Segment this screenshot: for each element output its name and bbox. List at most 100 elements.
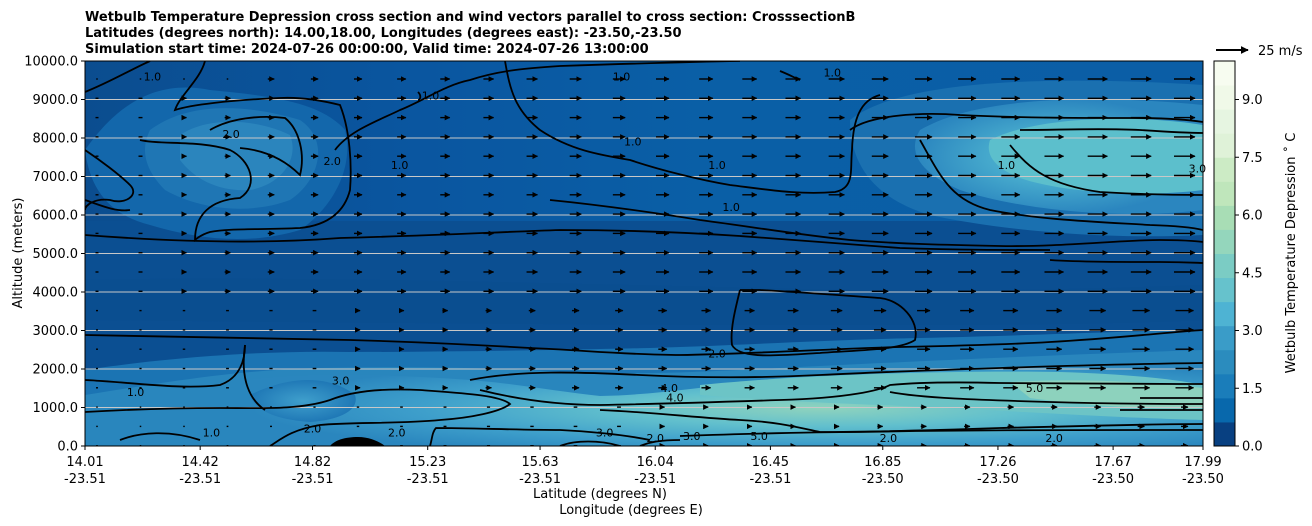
contour-label: 5.0 xyxy=(750,430,768,443)
y-tick-label: 6000.0 xyxy=(33,209,79,224)
contour-label: 1.0 xyxy=(613,70,631,83)
x-tick-label-lon: -23.51 xyxy=(634,472,676,487)
contour-labels: 1.0 1.0 1.0 1.0 2.0 2.0 1.0 1.0 1.0 1.0 3.0 1.0 2.0 3… xyxy=(127,66,1206,445)
contour-label: 1.0 xyxy=(998,159,1016,172)
y-tick-label: 3000.0 xyxy=(33,324,79,339)
x-tick-label-lat: 16.04 xyxy=(637,455,674,470)
x-tick-label-lon: -23.51 xyxy=(179,472,221,487)
contour-label: 2.0 xyxy=(646,432,664,445)
colorbar-swatch xyxy=(1214,133,1235,158)
contour-lines xyxy=(85,61,1203,446)
x-axis-ticks: 14.01 -23.51 14.42 -23.51 14.82 -23.51 15.23 -2… xyxy=(64,446,1224,487)
contour-label: 2.0 xyxy=(388,426,406,439)
quiver-key-label: 25 m/s xyxy=(1258,44,1303,59)
colorbar-frame xyxy=(1213,60,1236,447)
x-tick-label-lat: 14.82 xyxy=(294,455,331,470)
y-tick-label: 5000.0 xyxy=(33,247,79,262)
colorbar-tick-label: 1.5 xyxy=(1242,382,1263,397)
contour-label: 1.0 xyxy=(722,201,740,214)
contour-label: 4.0 xyxy=(666,392,684,405)
y-tick-label: 1000.0 xyxy=(33,401,79,416)
y-tick-label: 0.0 xyxy=(57,440,78,455)
x-tick-label-lat: 15.63 xyxy=(521,455,558,470)
colorbar-swatch xyxy=(1214,373,1235,399)
contour-label: 2.0 xyxy=(708,347,726,360)
colorbar-tick-label: 7.5 xyxy=(1242,151,1263,166)
x-tick-label-lon: -23.51 xyxy=(292,472,334,487)
contour-label: 1.0 xyxy=(391,159,409,172)
x-tick-label-lat: 14.01 xyxy=(66,455,103,470)
y-tick-label: 8000.0 xyxy=(33,132,79,147)
x-tick-label-lon: -23.51 xyxy=(519,472,561,487)
contour-label: 2.0 xyxy=(1045,432,1063,445)
contour-label: 3.0 xyxy=(596,426,614,439)
x-tick-label-lat: 16.85 xyxy=(864,455,901,470)
title-line-3: Simulation start time: 2024-07-26 00:00:… xyxy=(85,42,649,57)
contour-label: 3.0 xyxy=(683,430,701,443)
colorbar-tick-label: 9.0 xyxy=(1242,93,1263,108)
colorbar-tick-label: 0.0 xyxy=(1242,440,1263,455)
x-tick-label-lat: 17.99 xyxy=(1184,455,1221,470)
x-tick-label-lon: -23.50 xyxy=(1182,472,1224,487)
x-tick-label-lon: -23.51 xyxy=(407,472,449,487)
contour-label: 2.0 xyxy=(222,128,240,141)
x-tick-label-lon: -23.50 xyxy=(1092,472,1134,487)
quiver-key: 25 m/s xyxy=(1216,44,1303,59)
colorbar-swatch xyxy=(1214,157,1235,182)
contour-label: 3.0 xyxy=(332,374,350,387)
contour-label: 4.0 xyxy=(661,382,679,395)
y-tick-label: 4000.0 xyxy=(33,286,79,301)
colorbar-swatch xyxy=(1214,109,1235,134)
title-line-1: Wetbulb Temperature Depression cross sec… xyxy=(85,10,855,25)
colorbar: 0.0 1.5 3.0 4.5 6.0 7.5 9.0 xyxy=(1213,60,1263,455)
colorbar-swatch xyxy=(1214,349,1235,375)
contour-label: 2.0 xyxy=(880,432,898,445)
title-line-2: Latitudes (degrees north): 14.00,18.00, … xyxy=(85,26,682,41)
contour-label: 1.0 xyxy=(203,426,221,439)
contour-label: 2.0 xyxy=(323,155,341,168)
contour-label: 1.0 xyxy=(422,90,440,103)
colorbar-swatch xyxy=(1214,181,1235,206)
x-axis-label-longitude: Longitude (degrees E) xyxy=(559,503,703,518)
x-tick-label-lat: 17.67 xyxy=(1095,455,1132,470)
y-tick-label: 10000.0 xyxy=(24,55,78,70)
x-tick-label-lat: 15.23 xyxy=(409,455,446,470)
colorbar-swatch xyxy=(1214,421,1235,447)
contour-label: 5.0 xyxy=(1026,382,1044,395)
x-tick-label-lat: 14.42 xyxy=(182,455,219,470)
x-axis-label-latitude: Latitude (degrees N) xyxy=(533,487,667,502)
colorbar-swatch xyxy=(1214,61,1235,86)
contour-label: 1.0 xyxy=(624,136,642,149)
colorbar-swatch xyxy=(1214,277,1235,303)
colorbar-swatch xyxy=(1214,301,1235,327)
y-tick-label: 2000.0 xyxy=(33,363,79,378)
y-axis-ticks: 0.0 1000.0 2000.0 3000.0 4000.0 5000.0 6000.0 7… xyxy=(24,55,85,455)
x-tick-label-lon: -23.51 xyxy=(64,472,106,487)
colorbar-swatch xyxy=(1214,205,1235,230)
y-tick-label: 7000.0 xyxy=(33,170,79,185)
colorbar-swatch xyxy=(1214,325,1235,351)
contour-label: 1.0 xyxy=(708,159,726,172)
contour-label: 1.0 xyxy=(823,66,841,79)
x-tick-label-lon: -23.50 xyxy=(977,472,1019,487)
contour-label: 1.0 xyxy=(144,70,162,83)
colorbar-swatch xyxy=(1214,229,1235,254)
colorbar-tick-label: 6.0 xyxy=(1242,209,1263,224)
colorbar-tick-label: 4.5 xyxy=(1242,266,1263,281)
colorbar-label: Wetbulb Temperature Depression ˚ C xyxy=(1283,133,1299,374)
x-tick-label-lat: 16.45 xyxy=(752,455,789,470)
x-tick-label-lat: 17.26 xyxy=(979,455,1016,470)
colorbar-swatch xyxy=(1214,85,1235,110)
contour-label: 2.0 xyxy=(304,423,322,436)
y-tick-label: 9000.0 xyxy=(33,93,79,108)
wind-vectors xyxy=(95,76,1196,446)
colorbar-swatch xyxy=(1214,253,1235,279)
x-tick-label-lon: -23.50 xyxy=(862,472,904,487)
colorbar-swatch xyxy=(1214,397,1235,423)
contour-label: 3.0 xyxy=(1189,163,1207,176)
y-axis-label: Altitude (meters) xyxy=(11,198,26,309)
chart-title: Wetbulb Temperature Depression cross sec… xyxy=(85,10,855,57)
colorbar-tick-label: 3.0 xyxy=(1242,324,1263,339)
contour-label: 1.0 xyxy=(127,386,145,399)
